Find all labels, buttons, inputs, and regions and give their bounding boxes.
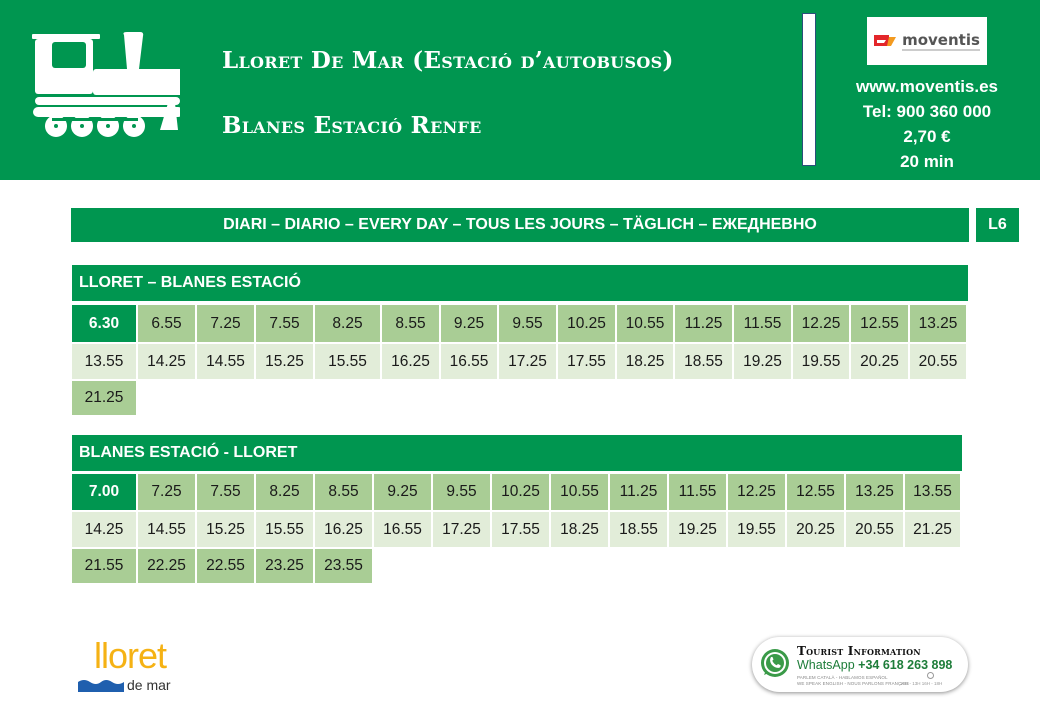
whatsapp-icon [761, 649, 789, 677]
departure-time-cell: 12.25 [728, 474, 787, 512]
service-days-bar: DIARI – DIARIO – EVERY DAY – TOUS LES JO… [71, 208, 969, 242]
fare-price: 2,70 € [903, 127, 951, 146]
clock-icon [927, 672, 934, 679]
departure-time-cell: 18.55 [610, 512, 669, 549]
departure-time-cell: 7.25 [197, 305, 256, 344]
opening-hours: 10H - 13H 16H - 18H [900, 681, 943, 686]
departure-time-cell: 19.25 [669, 512, 728, 549]
departure-time-cell: 21.25 [905, 512, 962, 549]
departure-time-cell: 20.55 [910, 344, 968, 381]
departure-time-cell: 7.25 [138, 474, 197, 512]
lloret-subtitle: de mar [127, 677, 171, 693]
lloret-wordmark: lloret [94, 635, 167, 676]
departure-time-cell: 13.25 [910, 305, 968, 344]
departure-time-cell: 18.25 [617, 344, 675, 381]
departure-time-cell: 17.25 [499, 344, 558, 381]
departure-time-cell: 16.25 [382, 344, 441, 381]
first-departure-cell: 7.00 [72, 474, 138, 512]
header-banner: Lloret De Mar (Estació d’autobusos) Blan… [0, 0, 1040, 180]
departure-time-cell: 23.55 [315, 549, 374, 585]
departure-time-cell: 15.55 [256, 512, 315, 549]
departure-time-cell: 15.25 [197, 512, 256, 549]
departure-time-cell: 14.25 [138, 344, 197, 381]
departure-time-cell: 14.55 [138, 512, 197, 549]
timetable-title: LLORET – BLANES ESTACIÓ [72, 265, 968, 301]
departure-time-cell: 11.25 [675, 305, 734, 344]
contact-info: www.moventis.es Tel: 900 360 000 2,70 € … [827, 74, 1027, 174]
departure-time-cell: 8.55 [315, 474, 374, 512]
departure-time-cell: 17.55 [558, 344, 617, 381]
departure-time-cell: 15.25 [256, 344, 315, 381]
first-departure-cell: 6.30 [72, 305, 138, 344]
departure-time-cell: 11.55 [669, 474, 728, 512]
departure-time-cell: 16.55 [374, 512, 433, 549]
departure-time-cell: 8.55 [382, 305, 441, 344]
whatsapp-label: WhatsApp [797, 658, 855, 672]
departure-time-cell: 17.55 [492, 512, 551, 549]
header-divider [802, 13, 816, 166]
wave-icon [78, 680, 124, 692]
whatsapp-number[interactable]: +34 618 263 898 [858, 658, 953, 672]
departure-time-cell: 11.55 [734, 305, 793, 344]
departure-time-cell: 20.25 [851, 344, 910, 381]
departure-time-cell: 12.55 [851, 305, 910, 344]
departure-time-cell: 21.55 [72, 549, 138, 585]
departure-time-cell: 21.25 [72, 381, 138, 417]
departure-time-cell: 12.25 [793, 305, 851, 344]
departure-time-cell: 16.25 [315, 512, 374, 549]
moventis-logo: moventis [867, 17, 987, 65]
departure-time-cell: 13.55 [72, 344, 138, 381]
departure-time-cell: 6.55 [138, 305, 197, 344]
departure-time-cell: 18.55 [675, 344, 734, 381]
languages-line-1: PARLEM CATALÀ - HABLAMOS ESPAÑOL [797, 675, 888, 680]
departure-time-cell: 10.25 [492, 474, 551, 512]
departure-time-cell: 19.25 [734, 344, 793, 381]
departure-time-cell: 12.55 [787, 474, 846, 512]
whatsapp-line: WhatsApp +34 618 263 898 [797, 658, 952, 672]
departure-time-cell: 9.25 [374, 474, 433, 512]
departure-time-cell: 7.55 [256, 305, 315, 344]
origin-title: Lloret De Mar (Estació d’autobusos) [222, 47, 674, 74]
departure-time-cell: 13.25 [846, 474, 905, 512]
departure-time-cell: 8.25 [256, 474, 315, 512]
phone-number: Tel: 900 360 000 [862, 102, 992, 121]
destination-title: Blanes Estació Renfe [222, 112, 482, 139]
moventis-wordmark: moventis [902, 30, 980, 51]
departure-time-cell: 13.55 [905, 474, 962, 512]
departure-time-cell: 14.25 [72, 512, 138, 549]
departure-time-cell: 19.55 [793, 344, 851, 381]
departure-time-cell: 15.55 [315, 344, 382, 381]
departure-time-cell: 10.25 [558, 305, 617, 344]
lloret-de-mar-logo: lloret de mar [76, 636, 191, 696]
departure-time-cell: 19.55 [728, 512, 787, 549]
departure-time-cell: 22.25 [138, 549, 197, 585]
departure-time-cell: 8.25 [315, 305, 382, 344]
departure-time-cell: 23.25 [256, 549, 315, 585]
line-badge: L6 [976, 208, 1019, 242]
website-link[interactable]: www.moventis.es [855, 77, 999, 96]
departure-time-cell: 20.25 [787, 512, 846, 549]
departure-time-cell: 17.25 [433, 512, 492, 549]
departure-time-cell: 7.55 [197, 474, 256, 512]
departure-time-cell: 9.25 [441, 305, 499, 344]
departure-time-cell: 16.55 [441, 344, 499, 381]
departure-time-cell: 18.25 [551, 512, 610, 549]
languages-line-2: WE SPEAK ENGLISH - NOUS PARLONS FRANÇAIS [797, 681, 909, 686]
trip-duration: 20 min [900, 152, 954, 171]
departure-time-cell: 9.55 [499, 305, 558, 344]
departure-time-cell: 11.25 [610, 474, 669, 512]
tourist-info-heading: Tourist Information [797, 644, 921, 658]
tourist-information-badge[interactable]: Tourist Information WhatsApp +34 618 263… [752, 637, 968, 692]
departure-time-cell: 22.55 [197, 549, 256, 585]
departure-time-cell: 10.55 [551, 474, 610, 512]
departure-time-cell: 9.55 [433, 474, 492, 512]
steam-locomotive-icon [32, 32, 180, 137]
departure-time-cell: 10.55 [617, 305, 675, 344]
departure-time-cell: 20.55 [846, 512, 905, 549]
departure-time-cell: 14.55 [197, 344, 256, 381]
moventis-mark-icon [874, 35, 897, 46]
timetable-title: BLANES ESTACIÓ - LLORET [72, 435, 962, 471]
